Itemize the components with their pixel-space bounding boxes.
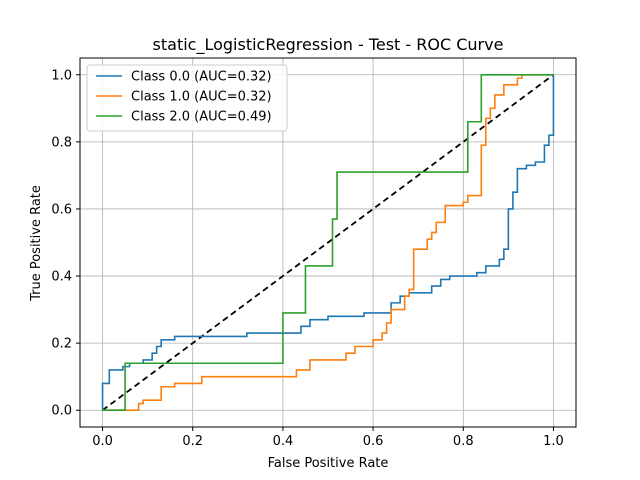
legend-label-class-2: Class 2.0 (AUC=0.49) <box>131 110 272 125</box>
legend-label-class-1: Class 1.0 (AUC=0.32) <box>131 90 272 105</box>
chance-diagonal-line <box>102 74 554 411</box>
roc-curve-class-0 <box>101 74 555 411</box>
chart-title: static_LogisticRegression - Test - ROC C… <box>153 35 504 55</box>
x-tick-label: 0.2 <box>182 434 203 449</box>
y-tick-label: 0.6 <box>51 202 72 217</box>
y-tick-label: 0.2 <box>51 337 72 352</box>
legend: Class 0.0 (AUC=0.32) Class 1.0 (AUC=0.32)… <box>86 64 288 132</box>
roc-curve-class-2 <box>102 73 554 412</box>
legend-label-class-0: Class 0.0 (AUC=0.32) <box>131 70 272 85</box>
roc-curve-class-1 <box>102 73 554 412</box>
y-tick-label: 0.0 <box>51 404 72 419</box>
y-tick-label: 0.4 <box>51 270 72 285</box>
x-axis-ticks: 0.0 0.2 0.4 0.6 0.8 1.0 <box>92 427 564 449</box>
y-axis-ticks: 0.0 0.2 0.4 0.6 0.8 1.0 <box>51 68 80 419</box>
x-tick-label: 0.0 <box>92 434 113 449</box>
x-tick-label: 0.4 <box>273 434 294 449</box>
series-layer <box>101 73 555 412</box>
legend-box <box>86 64 288 132</box>
plot-frame <box>79 57 577 428</box>
x-tick-label: 0.8 <box>453 434 474 449</box>
y-axis-title: True Positive Rate <box>29 185 44 302</box>
x-tick-label: 1.0 <box>543 434 564 449</box>
y-tick-label: 1.0 <box>51 68 72 83</box>
x-axis-title: False Positive Rate <box>268 456 389 471</box>
y-tick-label: 0.8 <box>51 135 72 150</box>
x-tick-label: 0.6 <box>363 434 384 449</box>
